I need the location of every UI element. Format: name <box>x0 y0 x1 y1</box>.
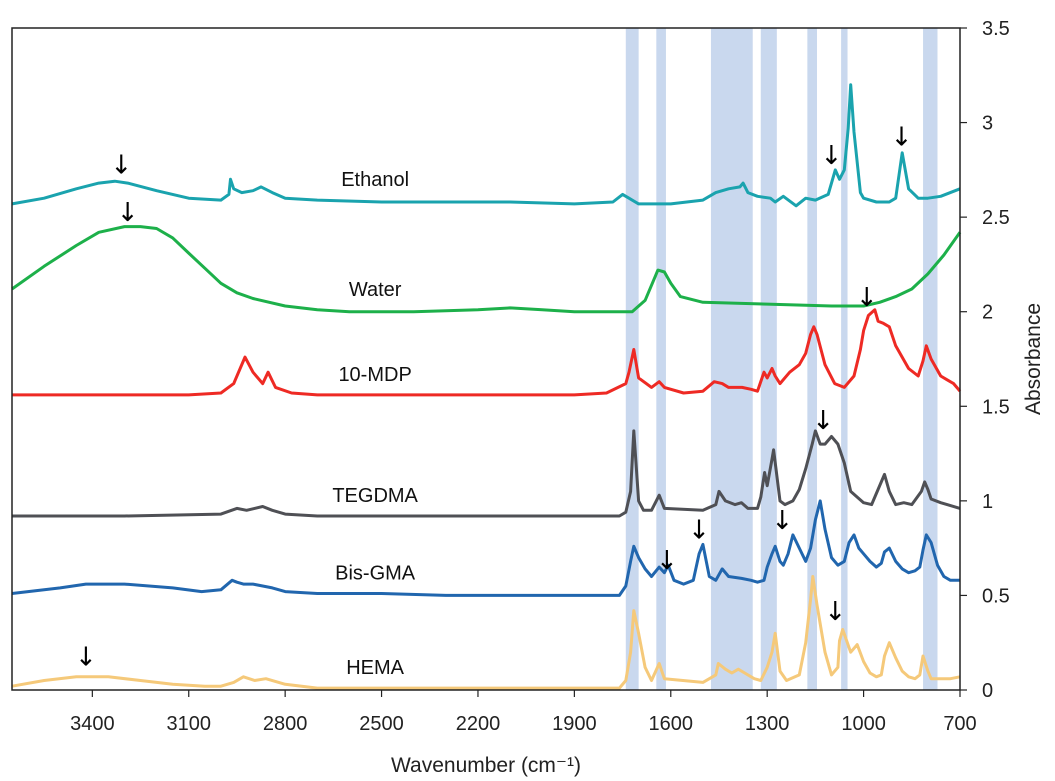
y-axis: 0 0.5 1 1.5 2 2.5 3 3.5 <box>960 18 1010 702</box>
y-tick-label: 2 <box>982 302 993 324</box>
highlight-band-4 <box>761 28 777 690</box>
peak-arrow-11: ↓ <box>824 597 846 627</box>
x-tick-label: 1900 <box>552 713 597 735</box>
series-label-bis-gma: Bis-GMA <box>335 563 416 585</box>
series-label-tegdma: TEGDMA <box>332 485 418 507</box>
y-tick-label: 3 <box>982 113 993 135</box>
x-tick-label: 2200 <box>456 713 501 735</box>
y-tick-label: 3.5 <box>982 18 1010 40</box>
peak-arrow-3: ↓ <box>821 141 843 171</box>
series-label-ethanol: Ethanol <box>341 169 409 191</box>
spectra-lines <box>12 85 960 688</box>
x-tick-label: 2800 <box>263 713 308 735</box>
y-axis-title: Absorbance <box>1022 303 1045 415</box>
series-line-tegdma <box>12 431 960 516</box>
peak-arrow-5: ↓ <box>856 283 878 313</box>
series-labels: Ethanol Water 10-MDP TEGDMA Bis-GMA HEMA <box>332 169 418 679</box>
peak-arrow-6: ↓ <box>812 406 834 436</box>
y-tick-label: 1.5 <box>982 396 1010 418</box>
x-tick-label: 3100 <box>166 713 211 735</box>
highlight-band-6 <box>841 28 847 690</box>
x-tick-label: 1300 <box>745 713 790 735</box>
series-line-water <box>12 227 960 312</box>
y-tick-label: 0 <box>982 680 993 702</box>
series-line-ethanol <box>12 85 960 206</box>
x-tick-label: 1600 <box>649 713 694 735</box>
series-line-hema <box>12 577 960 689</box>
series-line-10-mdp <box>12 310 960 395</box>
peak-arrow-9: ↓ <box>771 506 793 536</box>
x-axis-title: Wavenumber (cm⁻¹) <box>391 754 581 777</box>
y-tick-label: 0.5 <box>982 585 1010 607</box>
peak-arrow-10: ↓ <box>75 642 97 672</box>
peak-arrow-4: ↓ <box>891 122 913 152</box>
peak-arrow-7: ↓ <box>656 546 678 576</box>
series-label-water: Water <box>349 279 402 301</box>
highlight-band-2 <box>656 28 666 690</box>
series-label-hema: HEMA <box>346 657 404 679</box>
x-tick-label: 1000 <box>841 713 886 735</box>
x-tick-label: 3400 <box>70 713 115 735</box>
peak-arrow-2: ↓ <box>117 198 139 228</box>
peak-arrow-8: ↓ <box>688 516 710 546</box>
highlight-band-3 <box>711 28 753 690</box>
x-axis: 3400 3100 2800 2500 2200 1900 1600 1300 1000 700 <box>70 690 977 735</box>
y-tick-label: 1 <box>982 491 993 513</box>
plot-frame <box>12 28 960 690</box>
x-tick-label: 700 <box>943 713 976 735</box>
peak-arrows: ↓ ↓ ↓ ↓ ↓ ↓ ↓ ↓ ↓ ↓ ↓ <box>75 122 912 672</box>
y-tick-label: 2.5 <box>982 207 1010 229</box>
series-label-10-mdp: 10-MDP <box>338 364 411 386</box>
peak-arrow-1: ↓ <box>110 151 132 181</box>
x-tick-label: 2500 <box>359 713 404 735</box>
